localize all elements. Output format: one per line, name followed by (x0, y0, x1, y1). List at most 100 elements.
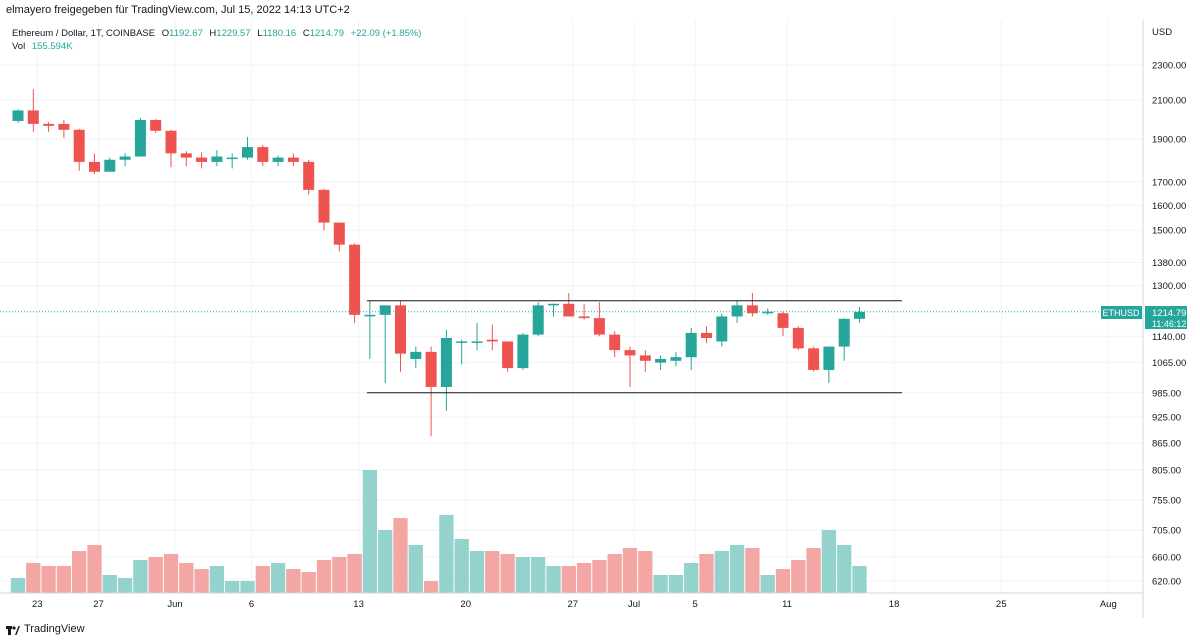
volume-bar (607, 554, 622, 593)
price-tick-label: 1380.00 (1152, 258, 1186, 269)
price-tick-label: 1700.00 (1152, 177, 1186, 188)
candle-body (701, 332, 712, 338)
tradingview-logo-icon (6, 626, 20, 635)
candle-body (746, 305, 758, 314)
chart-legend: Ethereum / Dollar, 1T, COINBASE O1192.67… (12, 27, 425, 53)
volume-bar (41, 566, 56, 593)
candle-body (165, 130, 177, 154)
candle-body (226, 157, 238, 160)
currency-label: USD (1152, 27, 1172, 38)
candle-body (792, 327, 804, 349)
price-tick-label: 1900.00 (1152, 134, 1186, 145)
shared-by-text: elmayero freigegeben für TradingView.com… (6, 4, 350, 16)
symbol-title[interactable]: Ethereum / Dollar, 1T, COINBASE (12, 28, 156, 39)
candle-body (716, 316, 728, 342)
time-tick-label: 18 (889, 599, 900, 610)
price-tick-label: 705.00 (1152, 526, 1181, 537)
candle-body (762, 311, 774, 314)
volume-bar (408, 545, 423, 593)
volume-bar (332, 557, 347, 593)
price-tick-label: 755.00 (1152, 496, 1181, 507)
candle-body (823, 346, 835, 370)
time-axis-ticks[interactable]: 23 27 Jun 6 13 20 27 Jul 5 11 18 25 Aug (32, 599, 1117, 610)
volume-bar (729, 545, 745, 593)
candle-body (272, 157, 284, 162)
symbol-tag: ETHUSD (1102, 308, 1140, 318)
price-tick-label: 865.00 (1152, 439, 1181, 450)
candle-body (777, 313, 789, 328)
volume-bar (270, 563, 286, 593)
volume-bar (515, 557, 531, 593)
candle-body (639, 355, 651, 361)
volume-bar (378, 530, 393, 593)
candle-body (318, 189, 330, 223)
volume-bar (546, 566, 561, 593)
volume-bar (87, 545, 102, 593)
candle-body (808, 348, 820, 370)
candle-body (395, 305, 406, 354)
volume-bar (469, 551, 485, 593)
candle-body (410, 351, 422, 359)
candle-body (655, 358, 667, 363)
candle-body (73, 129, 85, 162)
candle-body (471, 341, 483, 343)
volume-bar (423, 581, 439, 593)
last-price-tags: ETHUSD 1214.79 11:46:12 (1101, 306, 1187, 329)
volume-bar (576, 563, 592, 593)
axes: USD (0, 20, 1172, 618)
volume-bar (699, 554, 714, 593)
high-label: H (209, 28, 217, 39)
candle-body (333, 222, 345, 245)
volume-bar (775, 569, 791, 593)
candle-body (425, 351, 437, 387)
volume-bar (439, 515, 454, 593)
volume-bar (240, 581, 255, 593)
candle-body (196, 157, 208, 162)
candle-body (670, 357, 682, 361)
time-tick-label: 11 (782, 599, 792, 610)
ohlc-row: Ethereum / Dollar, 1T, COINBASE O1192.67… (12, 27, 425, 40)
volume-bar (26, 563, 41, 593)
candle-body (12, 110, 24, 121)
volume-bar (225, 581, 240, 593)
open-label: O (161, 28, 170, 39)
volume-bar (179, 563, 194, 593)
volume-bar (194, 569, 209, 593)
volume-bar (133, 560, 148, 593)
volume-bar (255, 566, 270, 593)
volume-value: 155.594K (31, 41, 73, 52)
volume-bar (301, 572, 316, 593)
volume-bar (806, 548, 821, 593)
volume-bar (668, 575, 684, 593)
price-tick-label: 2100.00 (1152, 96, 1186, 107)
tradingview-brand: TradingView (24, 623, 85, 635)
candle-body (211, 156, 223, 162)
volume-bar (638, 551, 653, 593)
price-axis-ticks[interactable]: 2300.00 2100.00 1900.00 1700.00 1600.00 1500.… (1152, 61, 1186, 588)
last-price-label: 1214.79 (1152, 308, 1186, 319)
candle-body (517, 334, 529, 369)
price-tick-label: 2300.00 (1152, 61, 1186, 72)
volume-bar (745, 548, 760, 593)
price-tick-label: 1300.00 (1152, 281, 1186, 292)
volume-bar (347, 554, 362, 593)
time-tick-label: 27 (568, 599, 579, 610)
volume-bar (684, 563, 699, 593)
candle-body (379, 305, 391, 315)
price-tick-label: 925.00 (1152, 413, 1181, 424)
volume-bar (837, 545, 852, 593)
volume-bar (500, 554, 515, 593)
open-value: 1192.67 (169, 28, 203, 39)
volume-bar (531, 557, 546, 593)
candle-body (58, 123, 70, 130)
countdown-label: 11:46:12 (1152, 319, 1186, 329)
volume-bar (592, 560, 607, 593)
volume-bar (286, 569, 301, 593)
volume-bar (117, 578, 133, 593)
candle-body (27, 110, 39, 124)
candle-body (349, 244, 361, 315)
volume-bar (714, 551, 729, 593)
volume-bar (10, 578, 26, 593)
candle-body (134, 119, 146, 157)
